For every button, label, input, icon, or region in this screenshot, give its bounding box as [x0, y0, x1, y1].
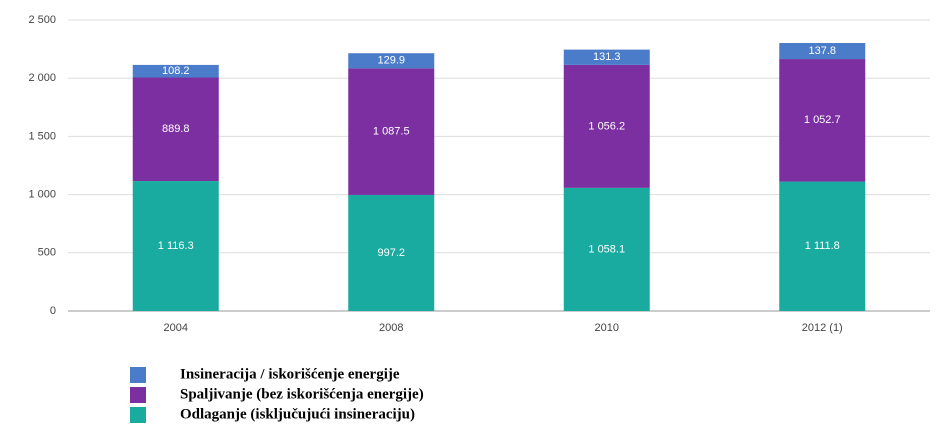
value-label: 997.2 [377, 247, 405, 259]
value-label: 129.9 [377, 55, 405, 67]
value-label: 1 087.5 [373, 126, 410, 138]
bar-segment [348, 68, 435, 195]
bar-segment [132, 77, 219, 182]
y-tick-label: 2 500 [28, 14, 56, 26]
bar-segment [563, 64, 650, 188]
y-tick-label: 1 500 [28, 130, 56, 142]
value-label: 1 058.1 [588, 243, 625, 255]
bar-segment [348, 53, 435, 69]
x-tick-label: 2004 [164, 322, 188, 334]
bar-segment [348, 194, 435, 311]
y-tick-label: 0 [50, 305, 56, 317]
bar-segment [132, 181, 219, 311]
bar-segment [132, 64, 219, 78]
x-tick-label: 2008 [379, 322, 403, 334]
legend-swatch [130, 367, 146, 383]
bar-segment [563, 49, 650, 65]
value-label: 1 052.7 [804, 114, 841, 126]
y-tick-label: 500 [38, 247, 56, 259]
legend-label: Insineracija / iskorišćenje energije [180, 366, 400, 382]
value-label: 108.2 [162, 65, 190, 77]
bar-segment [779, 43, 866, 60]
legend-label: Odlaganje (isključujući insineraciju) [180, 406, 415, 422]
value-label: 131.3 [593, 51, 621, 63]
value-label: 1 111.8 [805, 240, 840, 252]
legend-swatch [130, 387, 146, 403]
x-tick-label: 2012 (1) [802, 322, 843, 334]
legend-label: Spaljivanje (bez iskorišćenja energije) [180, 386, 424, 402]
bar-segment [779, 181, 866, 311]
legend-swatch [130, 407, 146, 423]
value-label: 137.8 [808, 45, 836, 57]
x-tick-label: 2010 [595, 322, 619, 334]
value-label: 889.8 [162, 123, 190, 135]
bar-segment [779, 59, 866, 182]
bar-segment [563, 187, 650, 311]
value-label: 1 116.3 [158, 240, 194, 252]
y-tick-label: 1 000 [28, 189, 56, 201]
y-tick-label: 2 000 [28, 72, 56, 84]
value-label: 1 056.2 [588, 120, 625, 132]
